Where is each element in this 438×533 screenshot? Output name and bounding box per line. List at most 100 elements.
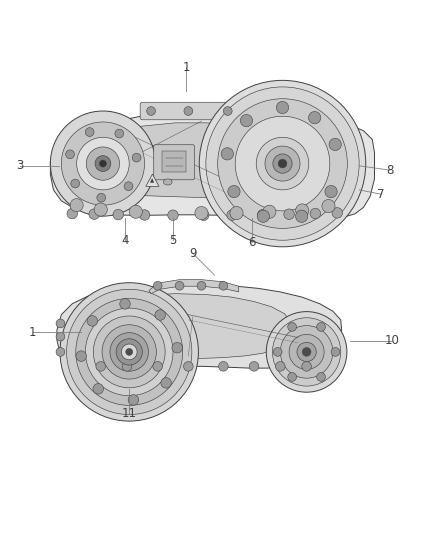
Circle shape bbox=[230, 206, 243, 220]
Text: 9: 9 bbox=[189, 247, 197, 260]
Text: 5: 5 bbox=[170, 233, 177, 247]
Text: ▲: ▲ bbox=[150, 179, 155, 183]
Circle shape bbox=[219, 361, 228, 371]
Circle shape bbox=[56, 332, 65, 341]
Circle shape bbox=[228, 185, 240, 198]
Circle shape bbox=[257, 210, 269, 222]
Circle shape bbox=[218, 99, 347, 229]
Circle shape bbox=[50, 111, 155, 216]
Text: 7: 7 bbox=[377, 188, 385, 201]
Text: 8: 8 bbox=[386, 164, 393, 176]
Circle shape bbox=[308, 111, 321, 124]
Circle shape bbox=[206, 87, 359, 240]
Circle shape bbox=[61, 122, 145, 205]
Circle shape bbox=[76, 298, 183, 405]
Circle shape bbox=[273, 154, 292, 173]
Circle shape bbox=[76, 351, 86, 361]
Text: 1: 1 bbox=[29, 326, 37, 338]
Circle shape bbox=[153, 361, 162, 371]
Circle shape bbox=[122, 361, 132, 371]
Circle shape bbox=[102, 325, 156, 379]
Polygon shape bbox=[50, 111, 374, 219]
Circle shape bbox=[325, 185, 337, 198]
Polygon shape bbox=[146, 174, 159, 187]
Circle shape bbox=[93, 316, 165, 388]
Circle shape bbox=[317, 322, 325, 331]
Circle shape bbox=[266, 312, 347, 392]
Circle shape bbox=[184, 361, 193, 371]
Text: 11: 11 bbox=[122, 407, 137, 419]
Circle shape bbox=[70, 199, 83, 212]
Circle shape bbox=[219, 281, 228, 290]
Circle shape bbox=[110, 333, 148, 371]
Circle shape bbox=[278, 159, 287, 168]
Polygon shape bbox=[77, 294, 291, 359]
Circle shape bbox=[289, 334, 324, 369]
Circle shape bbox=[256, 138, 309, 190]
Circle shape bbox=[168, 210, 178, 221]
Circle shape bbox=[120, 298, 130, 309]
Circle shape bbox=[276, 361, 285, 371]
Circle shape bbox=[56, 319, 65, 328]
Circle shape bbox=[139, 209, 150, 220]
Circle shape bbox=[115, 129, 124, 138]
Circle shape bbox=[132, 154, 141, 162]
Circle shape bbox=[121, 344, 137, 360]
Circle shape bbox=[249, 361, 259, 371]
Circle shape bbox=[95, 156, 111, 172]
Circle shape bbox=[147, 107, 155, 115]
FancyBboxPatch shape bbox=[154, 145, 194, 180]
Circle shape bbox=[113, 209, 124, 220]
Circle shape bbox=[67, 289, 192, 415]
Circle shape bbox=[195, 206, 208, 220]
Circle shape bbox=[297, 342, 316, 361]
Polygon shape bbox=[57, 285, 342, 368]
Circle shape bbox=[322, 199, 335, 213]
Circle shape bbox=[296, 204, 309, 217]
Circle shape bbox=[85, 128, 94, 136]
Circle shape bbox=[97, 193, 106, 202]
Circle shape bbox=[265, 146, 300, 181]
Circle shape bbox=[263, 205, 276, 219]
Circle shape bbox=[77, 138, 129, 190]
Circle shape bbox=[273, 348, 282, 356]
Circle shape bbox=[288, 322, 297, 331]
Circle shape bbox=[175, 281, 184, 290]
Circle shape bbox=[67, 208, 78, 219]
Circle shape bbox=[288, 373, 297, 381]
Circle shape bbox=[99, 160, 106, 167]
Circle shape bbox=[310, 208, 321, 219]
Ellipse shape bbox=[163, 179, 172, 185]
Text: 10: 10 bbox=[385, 335, 399, 348]
Circle shape bbox=[129, 205, 142, 219]
Circle shape bbox=[155, 310, 166, 320]
FancyBboxPatch shape bbox=[140, 102, 245, 120]
Polygon shape bbox=[149, 280, 239, 294]
Circle shape bbox=[71, 179, 80, 188]
Text: 1: 1 bbox=[182, 61, 190, 74]
Circle shape bbox=[235, 116, 330, 211]
Polygon shape bbox=[88, 123, 315, 197]
Circle shape bbox=[86, 147, 120, 180]
Circle shape bbox=[184, 107, 193, 115]
Circle shape bbox=[332, 208, 343, 218]
Circle shape bbox=[223, 107, 232, 115]
Bar bbox=[162, 151, 186, 172]
Circle shape bbox=[276, 101, 289, 114]
Circle shape bbox=[153, 281, 162, 290]
Circle shape bbox=[272, 318, 341, 386]
Circle shape bbox=[198, 210, 209, 221]
Circle shape bbox=[94, 203, 107, 216]
Circle shape bbox=[221, 148, 233, 160]
Circle shape bbox=[280, 326, 333, 378]
Circle shape bbox=[60, 282, 198, 421]
Circle shape bbox=[227, 210, 237, 220]
Circle shape bbox=[93, 384, 103, 394]
Circle shape bbox=[296, 210, 308, 222]
Circle shape bbox=[317, 373, 325, 381]
Circle shape bbox=[199, 80, 366, 247]
Text: 6: 6 bbox=[248, 236, 256, 249]
Circle shape bbox=[284, 209, 294, 220]
Circle shape bbox=[161, 377, 171, 388]
Circle shape bbox=[56, 348, 65, 356]
